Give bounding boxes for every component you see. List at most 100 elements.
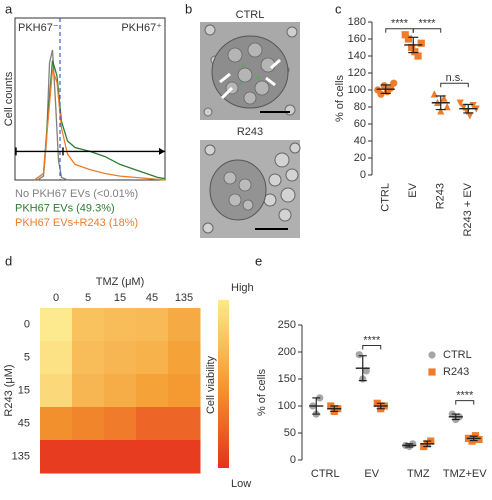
x-tick-label: TMZ — [407, 468, 430, 480]
heatmap-cell — [168, 374, 201, 408]
significance-label: **** — [456, 390, 474, 402]
heatmap-cell — [104, 341, 137, 375]
panel-letter: a — [5, 1, 13, 16]
legend-label: PKH67 EVs+R243 (18%) — [15, 217, 138, 229]
dot — [408, 43, 416, 52]
x-tick-label: 45 — [146, 292, 158, 304]
y-tick-label: 45 — [18, 417, 30, 429]
x-tick-label: CTRL — [380, 183, 392, 212]
y-axis-label: % of cells — [334, 74, 346, 122]
y-axis-label: % of cells — [256, 368, 268, 416]
gate-arrow — [159, 147, 165, 155]
legend-label: CTRL — [443, 349, 472, 361]
x-tick-label: 0 — [53, 292, 59, 304]
heatmap-cell — [104, 308, 137, 342]
x-tick-label: TMZ+EV — [443, 468, 487, 480]
colorbar-label: Cell viability — [205, 355, 217, 414]
x-tick-label: EV — [407, 182, 419, 197]
histogram-curve — [34, 69, 166, 181]
dot — [404, 35, 413, 43]
x-tick-label: CTRL — [311, 468, 340, 480]
dot — [459, 103, 468, 111]
heatmap-cell — [104, 440, 137, 474]
y-tick-label: 100 — [278, 400, 296, 412]
panel-letter: b — [185, 1, 192, 16]
dot — [390, 79, 398, 87]
significance-bracket — [455, 400, 475, 405]
x-tick-label: 5 — [85, 292, 91, 304]
dot — [440, 94, 448, 102]
dot — [355, 351, 363, 359]
image-label: R243 — [237, 126, 263, 138]
colorbar — [218, 300, 229, 468]
dot — [456, 99, 464, 107]
heatmap-cell — [168, 308, 201, 342]
heatmap-cell — [72, 440, 105, 474]
plot-frame — [14, 17, 166, 181]
legend-label: PKH67 EVs (49.3%) — [15, 202, 115, 214]
y-tick-label: 20 — [354, 152, 366, 164]
dot — [417, 39, 425, 47]
x-tick-label: EV — [364, 468, 379, 480]
y-tick-label: 15 — [18, 384, 30, 396]
significance-bracket — [362, 345, 382, 350]
heatmap-cell — [40, 440, 73, 474]
dot — [362, 367, 370, 375]
y-tick-label: 250 — [278, 319, 296, 331]
heatmap-cell — [104, 407, 137, 441]
heatmap-cell — [40, 407, 73, 441]
heatmap-cell — [136, 308, 169, 342]
heatmap-cell — [168, 440, 201, 474]
dot — [377, 90, 385, 98]
y-tick-label: 100 — [348, 84, 366, 96]
y-tick-label: 140 — [348, 50, 366, 62]
heatmap-cell — [168, 407, 201, 441]
x-tick-label: 135 — [175, 292, 193, 304]
significance-label: **** — [363, 334, 381, 346]
y-tick-label: 40 — [354, 135, 366, 147]
y-tick-label: 60 — [354, 118, 366, 130]
legend-label: R243 — [443, 366, 469, 378]
y-tick-label: 200 — [278, 346, 296, 358]
legend-label: No PKH67 EVs (<0.01%) — [15, 188, 138, 200]
dot — [411, 48, 419, 56]
dot — [428, 351, 436, 359]
heatmap-cell — [72, 308, 105, 342]
heatmap-cell — [40, 374, 73, 408]
dot — [443, 103, 451, 111]
panel-letter: d — [5, 253, 12, 268]
heatmap-cell — [40, 341, 73, 375]
heatmap-cell — [136, 407, 169, 441]
x-tick-label: R243 + EV — [462, 182, 474, 236]
dot — [401, 31, 409, 39]
micrograph — [200, 22, 301, 238]
significance-bracket — [440, 82, 469, 88]
dot — [437, 107, 445, 115]
y-axis-label: R243 (μM) — [3, 364, 15, 416]
y-tick-label: 180 — [348, 16, 366, 28]
region-label: PKH67⁻ — [18, 22, 59, 34]
heatmap-cell — [168, 341, 201, 375]
x-tick-label: R243 — [435, 183, 447, 209]
dot — [414, 52, 422, 60]
y-tick-label: 135 — [12, 450, 30, 462]
heatmap-cell — [40, 308, 73, 342]
y-tick-label: 5 — [24, 351, 30, 363]
heatmap-cell — [136, 341, 169, 375]
heatmap-cell — [72, 341, 105, 375]
heatmap-cell — [136, 374, 169, 408]
colorbar-low: Low — [231, 478, 251, 490]
y-tick-label: 120 — [348, 67, 366, 79]
panel-letter: e — [255, 253, 262, 268]
significance-bracket — [412, 28, 442, 33]
dot — [475, 435, 483, 444]
y-tick-label: 0 — [290, 454, 296, 466]
region-label: PKH67⁺ — [121, 22, 162, 34]
significance-label: **** — [418, 18, 436, 30]
colorbar-high: High — [231, 282, 254, 294]
heatmap-cell — [72, 407, 105, 441]
x-axis-label: TMZ (μM) — [96, 276, 145, 288]
y-tick-label: 160 — [348, 33, 366, 45]
y-tick-label: 150 — [278, 373, 296, 385]
